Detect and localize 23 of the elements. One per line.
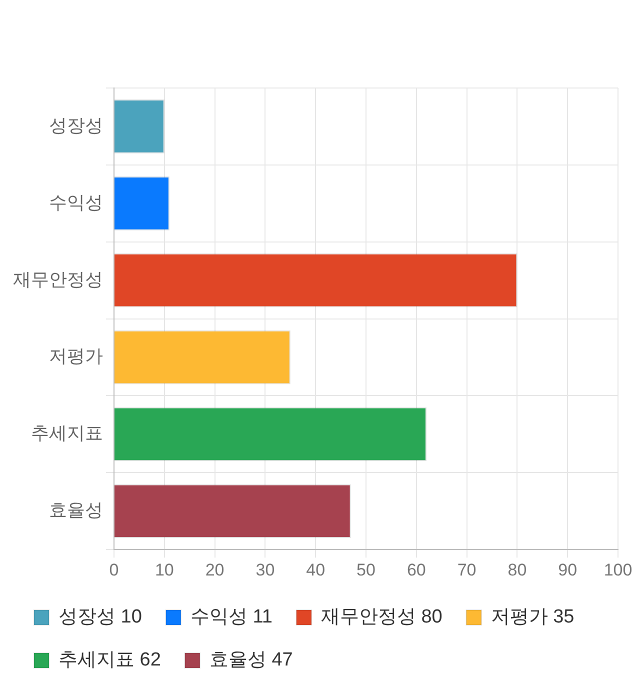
y-tick-label: 재무안정성 [13, 269, 103, 290]
x-tick-label: 90 [558, 560, 578, 580]
legend-label: 추세지표 62 [58, 650, 161, 671]
y-tick-label: 효율성 [49, 500, 103, 520]
legend-label: 수익성 11 [190, 606, 272, 628]
x-tick-label: 30 [256, 560, 275, 580]
y-tick-label: 저평가 [49, 346, 103, 366]
x-tick-label: 80 [508, 560, 527, 580]
x-tick-label: 50 [356, 560, 376, 580]
legend-label: 효율성 47 [209, 650, 293, 671]
legend-label: 성장성 10 [58, 606, 142, 628]
x-tick-label: 40 [306, 560, 326, 580]
y-tick-label: 추세지표 [31, 423, 103, 444]
x-tick-label: 20 [205, 560, 224, 580]
x-tick-label: 60 [406, 560, 426, 580]
x-tick-label: 100 [604, 560, 632, 580]
legend-label: 재무안정성 80 [320, 606, 442, 628]
x-tick-label: 10 [154, 560, 174, 580]
legend-label: 저평가 35 [490, 606, 574, 628]
y-tick-label: 성장성 [49, 115, 103, 136]
x-tick-label: 70 [457, 560, 476, 580]
y-tick-label: 수익성 [49, 192, 103, 212]
x-tick-label: 0 [109, 560, 119, 580]
